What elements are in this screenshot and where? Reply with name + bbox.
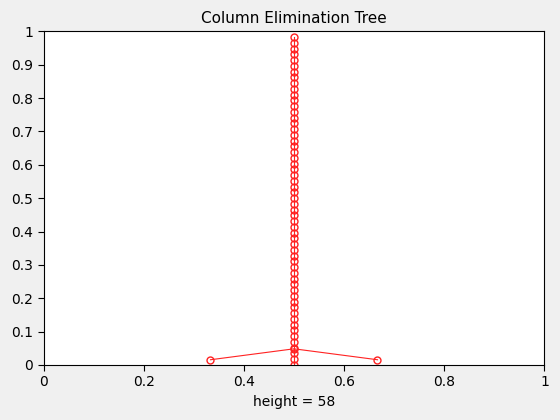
X-axis label: height = 58: height = 58 [253, 395, 335, 409]
Title: Column Elimination Tree: Column Elimination Tree [201, 11, 387, 26]
